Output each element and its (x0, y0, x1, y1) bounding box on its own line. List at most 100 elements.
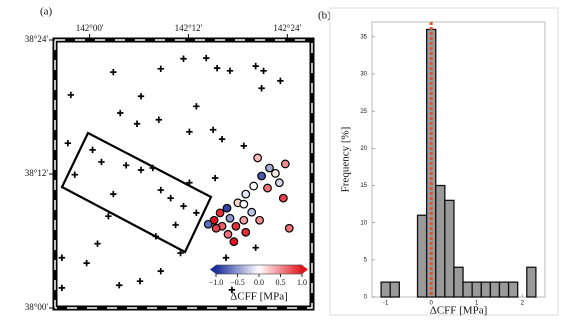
y-tick-label: 15 (360, 183, 367, 189)
epicenter-cross (58, 254, 66, 261)
epicenter-cross (186, 128, 193, 135)
x-tick-label: 142°00' (76, 23, 104, 33)
cff-event (280, 159, 290, 169)
epicenter-cross (110, 68, 117, 76)
epicenter-cross (240, 142, 247, 150)
epicenter-cross (186, 179, 193, 186)
cff-event (203, 219, 213, 229)
epicenter-cross (137, 166, 145, 174)
y-tick-label: 35 (360, 34, 367, 40)
histogram-bar (526, 266, 537, 298)
cff-event (225, 213, 235, 223)
cff-event (239, 215, 249, 225)
epicenter-cross (133, 120, 141, 127)
epicenter-cross (211, 174, 219, 182)
epicenter-cross (157, 267, 164, 275)
epicenter-cross (167, 194, 174, 202)
map-frame-inner (54, 39, 313, 309)
cff-event (209, 215, 219, 225)
histogram-bar (380, 281, 391, 298)
epicenter-cross (209, 126, 217, 133)
epicenter-cross (94, 240, 101, 247)
epicenter-cross (155, 116, 162, 123)
epicenter-cross (180, 202, 187, 210)
colorbar-tick-label: −0.5 (230, 278, 245, 287)
histogram-bar (462, 281, 473, 298)
y-tick-label: 38°12' (25, 168, 49, 178)
histogram-bar (453, 266, 464, 298)
x-tick-label: 1 (475, 301, 479, 307)
histogram-bar (480, 281, 492, 298)
epicenter-cross (213, 64, 221, 72)
epicenter-cross (83, 259, 90, 267)
colorbar-tick-label: 1.0 (297, 278, 307, 287)
x-tick-label: 142°12' (175, 23, 203, 33)
epicenter-cross (203, 54, 210, 62)
cff-event (223, 229, 233, 239)
colorbar-tick-label: 0.5 (276, 278, 286, 287)
y-tick-label: 0 (364, 295, 368, 301)
panel-label: (a) (40, 6, 53, 18)
y-axis-label: Frequency [%] (340, 127, 352, 193)
panel-label: (b) (318, 10, 331, 22)
panel-frame (329, 7, 559, 316)
epicenter-cross (152, 233, 160, 240)
epicenter-cross (110, 190, 117, 198)
epicenter-cross (98, 158, 105, 166)
epicenter-cross (157, 186, 164, 194)
y-tick-label: 5 (364, 257, 368, 263)
colorbar-tick-label: −1.0 (209, 278, 224, 287)
fault-rectangle (60, 131, 213, 254)
epicenter-cross (71, 171, 78, 178)
cff-event (274, 178, 284, 188)
cff-event (249, 181, 259, 191)
epicenter-cross (258, 85, 265, 92)
cff-event (284, 223, 294, 233)
epicenter-cross (193, 103, 200, 110)
cff-event (265, 163, 274, 173)
histogram-bar (416, 214, 428, 298)
x-tick-label: 0 (430, 301, 434, 307)
epicenter-cross (177, 249, 184, 257)
y-tick-label: 25 (360, 109, 367, 115)
epicenter-cross (193, 209, 200, 217)
cff-event (278, 193, 288, 203)
epicenter-cross (117, 109, 124, 117)
y-tick-label: 10 (360, 220, 367, 226)
histogram-bar (435, 184, 446, 298)
y-tick-label: 38°00' (25, 302, 49, 312)
histogram-bar (489, 281, 501, 298)
cff-event (239, 199, 249, 209)
cff-event (215, 208, 225, 218)
epicenter-cross (149, 164, 157, 172)
epicenter-cross (137, 93, 145, 100)
histogram-bar (471, 281, 482, 298)
epicenter-cross (105, 213, 112, 220)
epicenter-cross (252, 244, 259, 251)
epicenter-cross (136, 278, 144, 285)
cff-event (231, 221, 241, 231)
epicenter-cross (172, 221, 179, 229)
histogram-bar (389, 281, 400, 298)
histogram-bar (507, 281, 519, 298)
colorbar-tick-label: 0.0 (254, 278, 264, 287)
epicenter-cross (157, 65, 164, 73)
cff-event (222, 203, 232, 213)
y-tick-label: 20 (360, 146, 367, 152)
epicenter-cross (122, 162, 130, 169)
x-axis-label: ΔCFF [MPa] (430, 305, 488, 317)
x-tick-label: -1 (383, 301, 389, 307)
epicenter-cross (180, 55, 187, 62)
y-tick-label: 30 (360, 72, 367, 78)
y-tick-label: 38°24' (25, 34, 49, 44)
colorbar-end (210, 265, 216, 274)
cff-event (241, 189, 251, 199)
x-tick-label: 142°24' (273, 23, 301, 33)
epicenter-cross (252, 62, 259, 70)
colorbar (215, 264, 303, 275)
colorbar-label: ΔCFF [MPa] (230, 291, 288, 303)
epicenter-cross (222, 254, 230, 261)
cff-event (253, 153, 263, 163)
epicenter-cross (260, 67, 267, 75)
